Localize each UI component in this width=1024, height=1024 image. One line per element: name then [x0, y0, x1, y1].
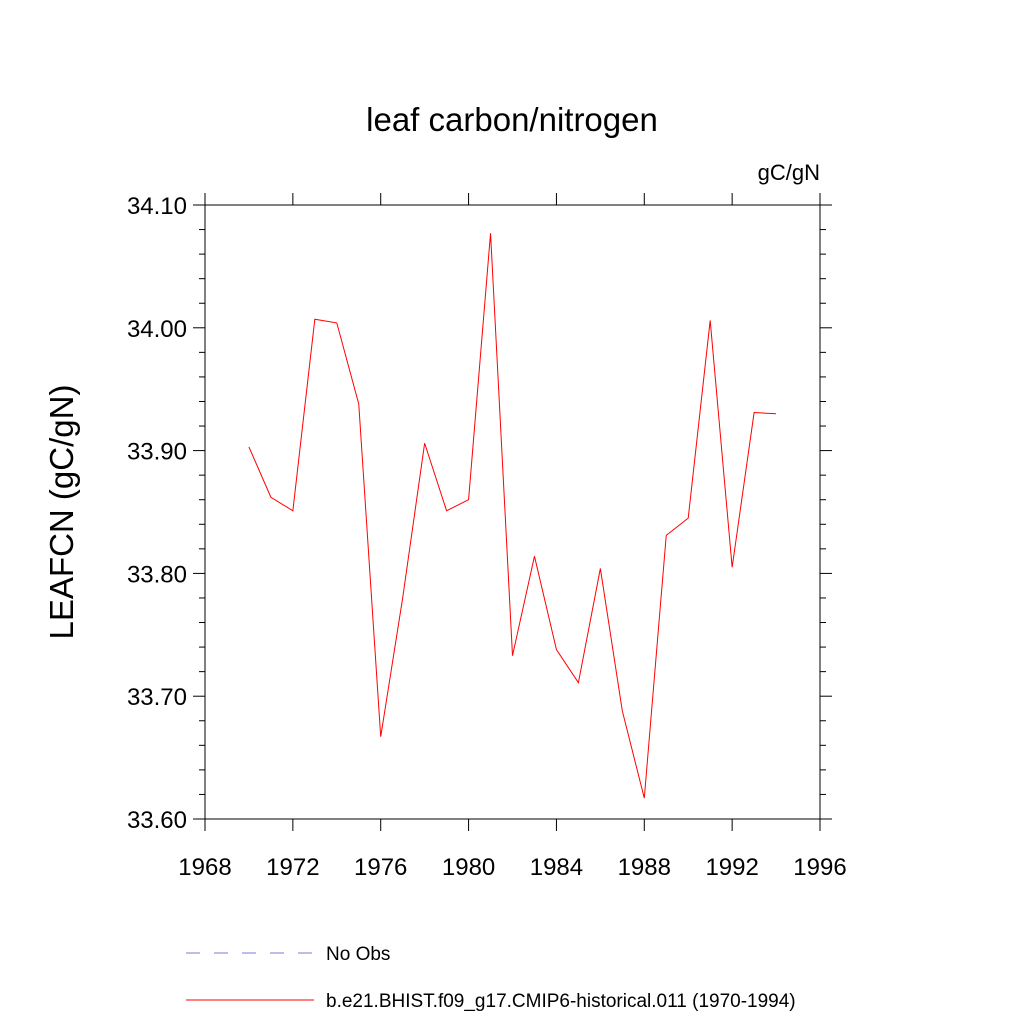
legend-label: b.e21.BHIST.f09_g17.CMIP6-historical.011…	[326, 991, 796, 1012]
x-tick-label: 1972	[266, 854, 319, 881]
y-tick-label: 34.00	[127, 316, 187, 343]
axis-tick-labels: 33.60 33.70 33.80 33.90 34.00 34.10 1968 1972 19…	[127, 193, 847, 881]
units-label: gC/gN	[758, 160, 820, 185]
x-tick-label: 1996	[793, 854, 846, 881]
x-tick-label: 1992	[705, 854, 758, 881]
legend-label: No Obs	[326, 944, 390, 965]
x-tick-label: 1984	[530, 854, 583, 881]
y-tick-label: 33.70	[127, 684, 187, 711]
y-tick-label: 33.90	[127, 439, 187, 466]
plot-frame	[204, 204, 821, 820]
y-tick-label: 33.80	[127, 561, 187, 588]
x-tick-label: 1976	[354, 854, 407, 881]
axis-ticks	[193, 193, 832, 831]
y-tick-label: 33.60	[127, 807, 187, 834]
x-tick-label: 1980	[442, 854, 495, 881]
y-tick-label: 34.10	[127, 193, 187, 220]
x-tick-label: 1988	[618, 854, 671, 881]
y-axis-label: LEAFCN (gC/gN)	[43, 385, 80, 640]
chart-title: leaf carbon/nitrogen	[366, 101, 658, 138]
series-line	[248, 233, 777, 799]
legend: No Obs b.e21.BHIST.f09_g17.CMIP6-historic…	[186, 944, 796, 1012]
series-lines	[248, 233, 777, 799]
x-tick-label: 1968	[178, 854, 231, 881]
